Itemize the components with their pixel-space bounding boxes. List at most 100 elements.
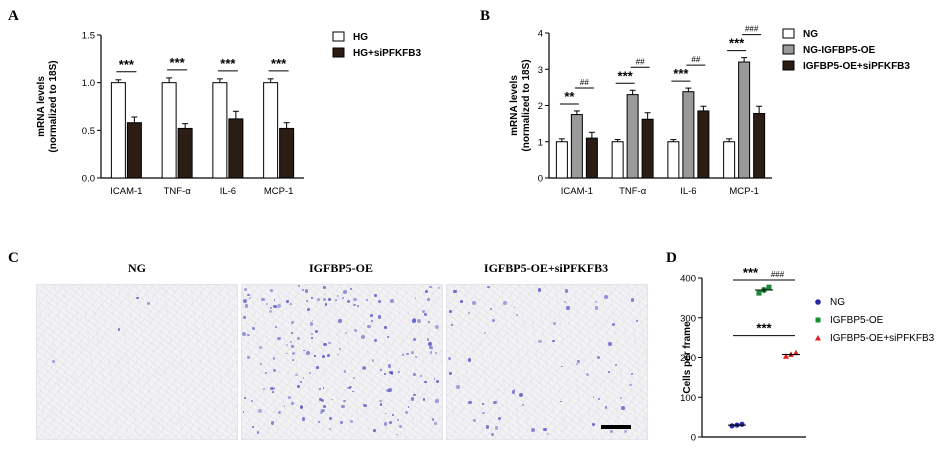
stained-cell <box>485 425 490 429</box>
legend-marker <box>815 335 821 341</box>
stained-cell <box>276 303 281 308</box>
stained-cell <box>242 315 246 319</box>
stained-cell <box>252 326 255 330</box>
stained-cell <box>538 339 542 344</box>
bar <box>723 141 736 179</box>
stained-cell <box>427 342 432 347</box>
significance-label: *** <box>729 36 745 51</box>
bar <box>212 82 228 179</box>
stained-cell <box>295 373 298 377</box>
stained-cell <box>353 328 358 333</box>
stained-cell <box>323 405 326 408</box>
stained-cell <box>273 305 277 309</box>
stained-cell <box>427 321 431 324</box>
bar <box>570 114 583 179</box>
stained-cell <box>304 289 308 293</box>
stained-cell <box>262 388 265 391</box>
y-tick-label: 200 <box>680 353 696 364</box>
stained-cell <box>310 337 313 339</box>
stained-cell <box>251 400 254 403</box>
stained-cell <box>244 396 247 399</box>
stained-cell <box>322 355 326 359</box>
stained-cell <box>414 297 417 300</box>
stained-cell <box>594 300 597 303</box>
stained-cell <box>270 387 274 391</box>
stained-cell <box>411 351 414 354</box>
significance-label: *** <box>271 56 287 71</box>
micrograph-title-ng: NG <box>128 261 146 275</box>
stained-cell <box>377 315 382 319</box>
stained-cell <box>356 304 359 307</box>
data-point <box>793 349 799 356</box>
stained-cell <box>410 397 415 401</box>
stained-cell <box>323 286 326 289</box>
stained-cell <box>553 322 556 325</box>
x-tick-label: MCP-1 <box>729 186 759 197</box>
stained-cell <box>244 304 249 308</box>
stained-cell <box>502 301 507 306</box>
stained-cell <box>329 428 331 431</box>
stained-cell <box>412 338 417 342</box>
stained-cell <box>482 411 485 414</box>
stained-cell <box>336 294 339 298</box>
stained-cell <box>564 289 569 293</box>
stained-cell <box>415 355 418 358</box>
stained-cell <box>337 353 339 356</box>
legend-label: HG+siPFKFB3 <box>353 48 422 59</box>
significance-label: ## <box>636 57 645 66</box>
stained-cell <box>343 399 346 403</box>
stained-cell <box>456 385 460 389</box>
stained-cell <box>301 417 306 422</box>
stained-cell <box>249 297 252 300</box>
stained-cell <box>296 336 300 340</box>
stained-cell <box>310 296 313 300</box>
stained-cell <box>447 356 451 361</box>
stained-cell <box>530 427 535 432</box>
stained-cell <box>365 298 368 302</box>
stained-cell <box>387 364 392 368</box>
stained-cell <box>321 408 325 413</box>
stained-cell <box>361 335 366 339</box>
stained-cell <box>402 354 405 357</box>
bar <box>626 94 639 179</box>
stained-cell <box>436 380 439 384</box>
bar <box>585 137 598 179</box>
stained-cell <box>518 393 523 398</box>
stained-cell <box>448 310 452 314</box>
stained-cell <box>291 321 294 324</box>
stained-cell <box>319 387 322 390</box>
stained-cell <box>597 398 600 401</box>
bar <box>110 82 126 179</box>
y-tick-label: 300 <box>680 313 696 324</box>
stained-cell <box>419 374 423 378</box>
stained-cell <box>417 319 422 324</box>
stained-cell <box>390 372 394 376</box>
stained-cell <box>256 430 260 434</box>
stained-cell <box>513 306 516 309</box>
stained-cell <box>429 286 432 289</box>
stained-cell <box>349 385 353 389</box>
stained-cell <box>291 351 295 355</box>
significance-label: *** <box>743 265 759 280</box>
stained-cell <box>299 404 304 408</box>
stained-cell <box>424 312 428 316</box>
bar <box>753 112 766 179</box>
stained-cell <box>494 426 499 430</box>
stained-cell <box>596 356 601 360</box>
stained-cell <box>450 323 453 327</box>
stained-cell <box>306 300 309 303</box>
x-tick-label: ICAM-1 <box>110 186 142 197</box>
y-tick-label: 1.5 <box>82 31 95 42</box>
y-tick-label: 100 <box>680 393 696 404</box>
significance-label: *** <box>756 321 772 336</box>
stained-cell <box>350 420 354 423</box>
significance-label: *** <box>119 57 135 72</box>
stained-cell <box>320 398 324 402</box>
stained-cell <box>437 287 440 290</box>
stained-cell <box>285 343 289 346</box>
stained-cell <box>564 300 567 303</box>
stained-cell <box>318 397 322 401</box>
stained-cell <box>290 340 293 343</box>
stained-cell <box>434 399 439 403</box>
stained-cell <box>468 400 472 405</box>
